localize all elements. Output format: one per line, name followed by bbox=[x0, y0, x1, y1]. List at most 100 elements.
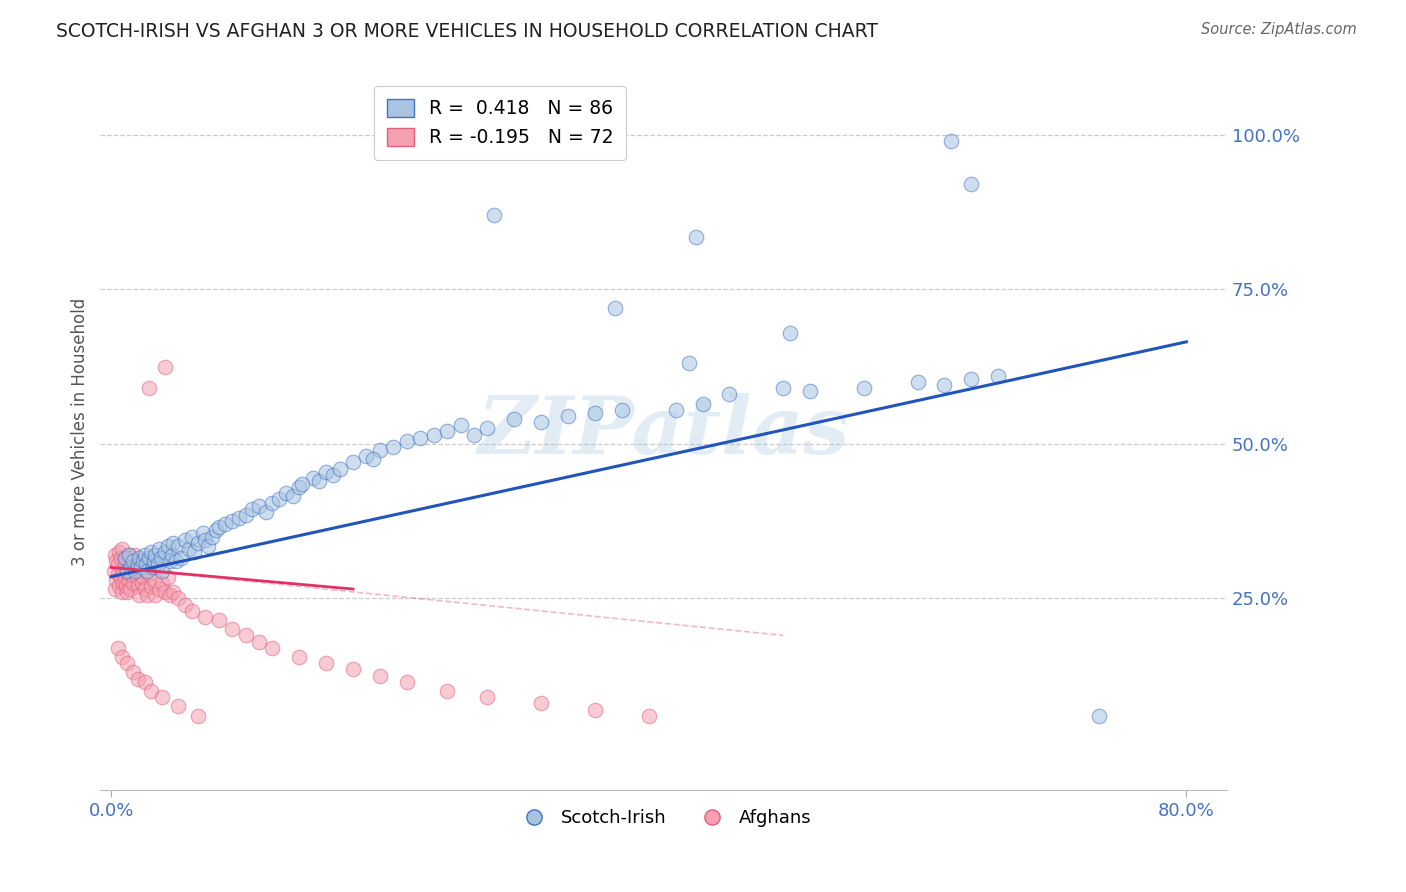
Point bbox=[254, 505, 277, 519]
Point bbox=[150, 690, 173, 705]
Point bbox=[167, 591, 190, 606]
Point bbox=[718, 387, 741, 401]
Point bbox=[262, 495, 284, 509]
Point bbox=[103, 564, 125, 578]
Point bbox=[159, 588, 181, 602]
Point bbox=[132, 554, 155, 568]
Point bbox=[115, 564, 138, 578]
Point bbox=[361, 452, 384, 467]
Point bbox=[122, 560, 145, 574]
Point bbox=[114, 551, 136, 566]
Point bbox=[160, 548, 183, 562]
Point bbox=[153, 585, 176, 599]
Point bbox=[146, 558, 169, 572]
Point bbox=[124, 548, 146, 562]
Point bbox=[463, 427, 485, 442]
Point bbox=[138, 566, 160, 581]
Point bbox=[117, 548, 139, 562]
Point bbox=[907, 375, 929, 389]
Point bbox=[115, 564, 138, 578]
Point bbox=[115, 585, 138, 599]
Point bbox=[194, 533, 217, 547]
Point bbox=[960, 178, 983, 192]
Point bbox=[141, 579, 163, 593]
Point bbox=[183, 545, 205, 559]
Point bbox=[281, 489, 304, 503]
Point bbox=[127, 579, 149, 593]
Point bbox=[342, 662, 364, 676]
Point bbox=[221, 622, 243, 636]
Point bbox=[436, 425, 458, 439]
Point bbox=[117, 573, 139, 587]
Point bbox=[128, 551, 150, 566]
Point bbox=[409, 431, 432, 445]
Point bbox=[112, 575, 135, 590]
Point bbox=[141, 545, 163, 559]
Point bbox=[477, 421, 499, 435]
Point bbox=[315, 465, 337, 479]
Point bbox=[110, 570, 132, 584]
Point bbox=[422, 427, 444, 442]
Point bbox=[692, 397, 714, 411]
Point bbox=[120, 566, 142, 581]
Point bbox=[197, 539, 219, 553]
Point bbox=[108, 545, 131, 559]
Point bbox=[105, 554, 128, 568]
Point bbox=[149, 551, 172, 566]
Point bbox=[110, 551, 132, 566]
Point bbox=[134, 548, 156, 562]
Text: Source: ZipAtlas.com: Source: ZipAtlas.com bbox=[1201, 22, 1357, 37]
Point bbox=[240, 501, 263, 516]
Point bbox=[121, 575, 143, 590]
Point bbox=[678, 356, 700, 370]
Point bbox=[150, 564, 173, 578]
Point bbox=[136, 588, 159, 602]
Point bbox=[583, 406, 606, 420]
Point bbox=[124, 564, 146, 578]
Point bbox=[143, 573, 166, 587]
Point bbox=[503, 412, 526, 426]
Point bbox=[148, 582, 170, 596]
Point bbox=[269, 492, 291, 507]
Point bbox=[104, 548, 127, 562]
Point bbox=[108, 579, 131, 593]
Point bbox=[685, 229, 707, 244]
Point bbox=[104, 582, 127, 596]
Point bbox=[436, 684, 458, 698]
Point bbox=[274, 486, 297, 500]
Point bbox=[162, 535, 184, 549]
Point bbox=[134, 582, 156, 596]
Point bbox=[228, 511, 250, 525]
Point bbox=[941, 134, 963, 148]
Point bbox=[322, 467, 344, 482]
Point bbox=[143, 554, 166, 568]
Point bbox=[288, 650, 311, 665]
Point bbox=[114, 570, 136, 584]
Point bbox=[111, 541, 134, 556]
Point bbox=[187, 535, 209, 549]
Point bbox=[118, 582, 141, 596]
Point bbox=[165, 554, 187, 568]
Point bbox=[121, 665, 143, 680]
Point bbox=[156, 539, 179, 553]
Point bbox=[177, 541, 200, 556]
Point bbox=[395, 674, 418, 689]
Point bbox=[180, 529, 202, 543]
Point bbox=[117, 548, 139, 562]
Point bbox=[934, 378, 956, 392]
Point bbox=[356, 449, 378, 463]
Point bbox=[187, 708, 209, 723]
Point bbox=[208, 613, 231, 627]
Point bbox=[111, 650, 134, 665]
Point bbox=[174, 533, 197, 547]
Point bbox=[135, 554, 157, 568]
Point bbox=[153, 545, 176, 559]
Point bbox=[262, 640, 284, 655]
Point bbox=[665, 402, 688, 417]
Point bbox=[112, 564, 135, 578]
Point bbox=[145, 548, 167, 562]
Point bbox=[450, 418, 472, 433]
Point bbox=[111, 585, 134, 599]
Point bbox=[530, 415, 553, 429]
Point bbox=[127, 672, 149, 686]
